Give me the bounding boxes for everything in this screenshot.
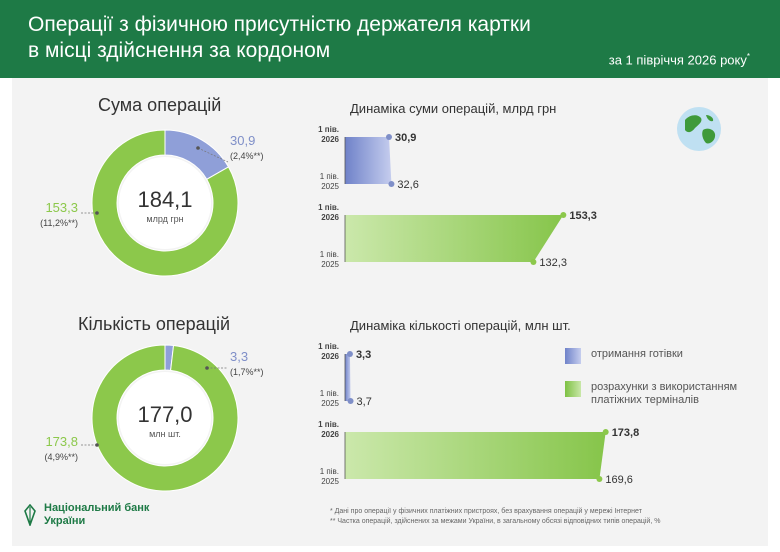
header-banner: Операції з фізичною присутністю держател… (0, 0, 780, 78)
sum-donut-center (119, 157, 211, 249)
count-donut-center-unit: млн шт. (149, 429, 181, 439)
nbu-logo-text: Національний банк України (44, 502, 150, 527)
count-bars-value-label-1-0: 173,8 (612, 427, 640, 439)
count-bar-chart: 3,3 3,7 1 пів. 2026 1 пів. 2025 173,8 169,6 1 пі… (318, 342, 639, 486)
sum-bars-category-label-1-0: 1 пів. 2026 (318, 203, 339, 222)
count-donut-value-label-1: 173,8 (45, 434, 78, 449)
sum-donut-center-unit: млрд грн (146, 214, 183, 224)
sum-bars-point-1-0 (560, 212, 567, 218)
period-text: за 1 півріччя 2026 року (608, 52, 747, 68)
sum-bars-point-0-0 (386, 134, 393, 140)
legend-label-terminals: розрахунки з використанням платіжних тер… (591, 381, 738, 406)
period-footnote-mark: * (746, 52, 750, 61)
count-donut-value-label-0: 3,3 (230, 349, 248, 364)
sum-bars-point-0-1 (388, 181, 395, 187)
count-bars-value-label-0-1: 3,7 (357, 396, 372, 408)
footnote-2: ** Частка операцій, здійснених за межами… (330, 518, 661, 525)
sum-donut-value-label-1: 153,3 (45, 200, 78, 215)
legend-item-terminals: розрахунки з використанням платіжних тер… (565, 381, 765, 407)
count-bars-title: Динаміка кількості операцій, млн шт. (350, 318, 571, 333)
sum-bars-title: Динаміка суми операцій, млрд грн (350, 101, 557, 116)
legend-swatch-cash (565, 348, 581, 364)
sum-bars-value-label-1-1: 132,3 (539, 257, 567, 269)
count-donut-leader-dot-1 (95, 443, 99, 447)
count-bars-category-label-0-0: 1 пів. 2026 (318, 342, 339, 361)
count-donut-center-value: 177,0 (137, 402, 192, 427)
count-bars-category-label-0-1: 1 пів. 2025 (320, 389, 340, 408)
sum-bars-value-label-0-0: 30,9 (395, 132, 416, 144)
sum-donut-slice-1 (91, 129, 239, 277)
count-bars-bar-0 (345, 354, 351, 401)
sum-donut-share-label-1: (11,2%**) (40, 218, 78, 228)
count-donut-leader-dot-0 (205, 366, 209, 370)
count-bars-value-label-1-1: 169,6 (605, 474, 633, 486)
legend-swatch-terminals (565, 381, 581, 397)
sum-donut-leader-dot-0 (196, 146, 200, 150)
sum-bars-category-label-0-1: 1 пів. 2025 (320, 172, 340, 191)
count-donut-slice-1 (91, 344, 239, 492)
count-donut-chart: 177,0 млн шт. 3,3 (1,7%**) 173,8 (4,9%**) (44, 344, 264, 492)
sum-bars-bar-1 (345, 215, 564, 262)
count-bars-point-0-1 (347, 398, 354, 404)
title-line-1: Операції з фізичною присутністю держател… (28, 13, 531, 36)
footnotes: * Дані про операції у фізичних платіжних… (330, 507, 770, 527)
count-bars-point-1-1 (596, 476, 603, 482)
sum-donut-center-value: 184,1 (137, 187, 192, 212)
count-bars-category-label-1-0: 1 пів. 2026 (318, 420, 339, 439)
legend: отримання готівки розрахунки з використа… (565, 348, 765, 419)
legend-item-cash: отримання готівки (565, 348, 765, 364)
sum-donut-leader-dot-1 (95, 211, 99, 215)
nbu-logo-icon (24, 504, 36, 526)
sum-bars-value-label-1-0: 153,3 (569, 210, 597, 222)
footnote-1: * Дані про операції у фізичних платіжних… (330, 508, 642, 515)
sum-bars-value-label-0-1: 32,6 (397, 179, 418, 191)
sum-donut-value-label-0: 30,9 (230, 133, 255, 148)
count-donut-share-label-1: (4,9%**) (44, 452, 78, 462)
sum-bars-category-label-1-1: 1 пів. 2025 (320, 250, 340, 269)
sum-donut-chart: 184,1 млрд грн 30,9 (2,4%**) 153,3 (11,2%**) (40, 129, 264, 277)
sum-bars-category-label-0-0: 1 пів. 2026 (318, 125, 339, 144)
count-bars-point-0-0 (346, 351, 353, 357)
count-donut-share-label-0: (1,7%**) (230, 367, 264, 377)
sum-bars-bar-0 (345, 137, 392, 184)
count-section-title: Кількість операцій (78, 314, 231, 334)
period-label: за 1 півріччя 2026 року* (609, 52, 750, 67)
count-donut-center (119, 372, 211, 464)
count-bars-point-1-0 (602, 429, 609, 435)
count-bars-category-label-1-1: 1 пів. 2025 (320, 467, 340, 486)
legend-label-cash: отримання готівки (591, 348, 683, 360)
title-line-2: в місці здійснення за кордоном (28, 39, 331, 62)
count-bars-value-label-0-0: 3,3 (356, 349, 371, 361)
sum-bar-chart: 30,9 32,6 1 пів. 2026 1 пів. 2025 153,3 132,3 1 … (318, 125, 597, 269)
count-bars-bar-1 (345, 432, 606, 479)
sum-section-title: Сума операцій (98, 95, 222, 115)
sum-bars-point-1-1 (530, 259, 537, 265)
sum-donut-share-label-0: (2,4%**) (230, 151, 264, 161)
page-title: Операції з фізичною присутністю держател… (28, 12, 588, 64)
globe-icon (677, 107, 721, 151)
